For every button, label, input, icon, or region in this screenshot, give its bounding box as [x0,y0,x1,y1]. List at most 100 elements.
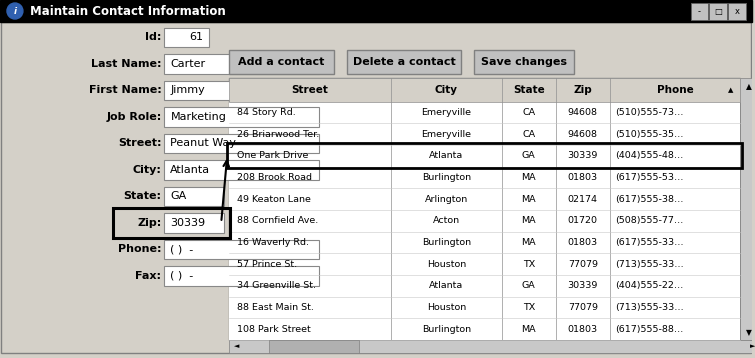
Text: First Name:: First Name: [88,85,162,95]
Text: Marketing: Marketing [171,112,226,122]
Text: Burlington: Burlington [422,325,471,334]
Text: 30339: 30339 [568,151,598,160]
Bar [165,187,224,206]
Text: City: City [435,85,458,95]
Text: (713)555-33…: (713)555-33… [615,303,683,312]
Text: (713)555-33…: (713)555-33… [615,260,683,268]
Bar [347,50,461,74]
Text: Street: Street [291,85,328,95]
Text: ▲: ▲ [728,87,733,93]
Bar [112,208,230,237]
Text: Maintain Contact Information: Maintain Contact Information [30,5,226,18]
Text: 77079: 77079 [568,303,598,312]
Bar [230,318,741,340]
Bar [165,107,319,126]
Text: 208 Brook Road: 208 Brook Road [237,173,312,182]
Text: Acton: Acton [433,216,460,225]
Bar [691,3,708,20]
Text: Zip: Zip [573,85,592,95]
Text: ( )  -: ( ) - [171,244,193,254]
Text: 01803: 01803 [568,173,598,182]
Text: 49 Keaton Lane: 49 Keaton Lane [237,194,311,204]
Text: (617)555-88…: (617)555-88… [615,325,683,334]
Bar [165,134,319,153]
Text: Houston: Houston [427,303,466,312]
Text: 61: 61 [190,32,203,42]
Text: (617)555-53…: (617)555-53… [615,173,683,182]
Text: 01720: 01720 [568,216,598,225]
Bar [230,145,741,166]
Bar [269,340,359,353]
Text: Zip:: Zip: [137,218,162,228]
Text: 01803: 01803 [568,325,598,334]
Text: 57 Prince St.: 57 Prince St. [237,260,297,268]
Text: 02174: 02174 [568,194,598,204]
Text: MA: MA [522,238,536,247]
Bar [230,340,755,353]
Text: State:: State: [123,191,162,201]
Text: -: - [698,7,701,16]
Text: MA: MA [522,194,536,204]
Bar [230,166,741,188]
Text: MA: MA [522,216,536,225]
Text: MA: MA [522,173,536,182]
Text: TX: TX [522,303,535,312]
Bar [741,78,755,340]
Text: 88 Cornfield Ave.: 88 Cornfield Ave. [237,216,319,225]
Text: Carter: Carter [171,59,205,69]
Bar [230,232,741,253]
Text: (617)555-33…: (617)555-33… [615,238,683,247]
Text: GA: GA [171,191,186,201]
Bar [230,78,741,102]
Text: Delete a contact: Delete a contact [353,57,455,67]
Text: ►: ► [750,343,755,349]
Text: ▲: ▲ [746,82,752,92]
Text: Id:: Id: [145,32,162,42]
Text: Save changes: Save changes [481,57,567,67]
Text: Add a contact: Add a contact [239,57,325,67]
Text: Atlanta: Atlanta [430,151,464,160]
Bar [227,143,742,168]
Text: Last Name:: Last Name: [91,59,162,69]
Text: x: x [735,7,740,16]
Text: (510)555-73…: (510)555-73… [615,108,683,117]
Text: Arlington: Arlington [425,194,468,204]
Text: Atlanta: Atlanta [171,165,211,175]
Text: Emeryville: Emeryville [421,130,471,139]
Text: 84 Story Rd.: 84 Story Rd. [237,108,296,117]
Text: 30339: 30339 [171,218,205,228]
Text: (510)555-35…: (510)555-35… [615,130,683,139]
Text: 77079: 77079 [568,260,598,268]
Bar [710,3,727,20]
Text: One Park Drive: One Park Drive [237,151,309,160]
Text: Emeryville: Emeryville [421,108,471,117]
Bar [230,102,741,123]
Bar [165,28,209,47]
Bar [230,50,334,74]
Bar [165,266,319,285]
Text: 01803: 01803 [568,238,598,247]
Bar [230,188,741,210]
Bar [474,50,574,74]
Text: Fax:: Fax: [135,271,162,281]
Text: 34 Greenville St.: 34 Greenville St. [237,281,316,290]
Text: 30339: 30339 [568,281,598,290]
Text: ◄: ◄ [235,343,240,349]
Text: (617)555-38…: (617)555-38… [615,194,683,204]
Text: ( )  -: ( ) - [171,271,193,281]
Text: MA: MA [522,325,536,334]
Text: GA: GA [522,281,535,290]
Bar [0,0,752,22]
Circle shape [7,3,23,19]
Text: GA: GA [522,151,535,160]
Text: 88 East Main St.: 88 East Main St. [237,303,314,312]
Text: (404)555-22…: (404)555-22… [615,281,683,290]
Text: 108 Park Street: 108 Park Street [237,325,311,334]
Text: TX: TX [522,260,535,268]
Text: Job Role:: Job Role: [106,112,162,122]
Bar [165,213,224,232]
Text: ▼: ▼ [746,329,752,338]
Text: Jimmy: Jimmy [171,85,205,95]
Text: (404)555-48…: (404)555-48… [615,151,683,160]
Text: Phone: Phone [657,85,693,95]
